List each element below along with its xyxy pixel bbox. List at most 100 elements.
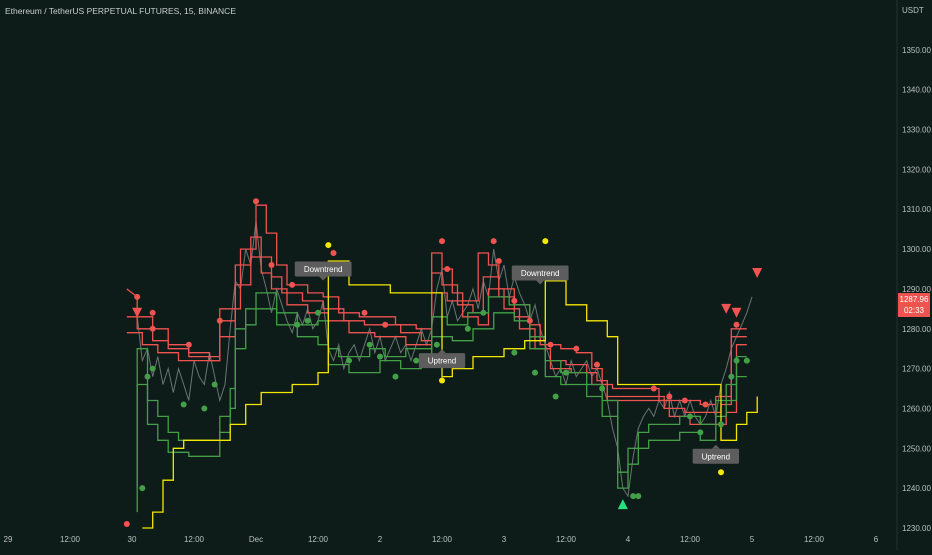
- red-dot: [444, 265, 451, 272]
- green-dot: [552, 393, 559, 400]
- annotation-3: Downtrend: [511, 265, 569, 285]
- indicator-lines-layer: [126, 204, 758, 529]
- symbol-title: Ethereum / TetherUS PERPETUAL FUTURES, 1…: [5, 6, 236, 16]
- green-dot: [392, 373, 399, 380]
- sell-signal-triangle: [132, 307, 143, 318]
- x-tick-label: 12:00: [432, 535, 453, 544]
- y-tick-label: 1230.00: [902, 524, 931, 533]
- red-dot: [547, 341, 554, 348]
- green-dot: [366, 341, 373, 348]
- sell-signal-triangle: [731, 307, 742, 318]
- green-dot: [315, 309, 322, 316]
- annotation-text: Downtrend: [521, 269, 560, 278]
- green-dot: [139, 485, 146, 492]
- red-dot: [573, 345, 580, 352]
- red-dot: [361, 309, 368, 316]
- green-dot: [630, 493, 637, 500]
- y-tick-label: 1350.00: [902, 46, 931, 55]
- green-dot: [599, 385, 606, 392]
- green-dot: [433, 341, 440, 348]
- y-tick-label: 1280.00: [902, 325, 931, 334]
- annotation-box: [692, 448, 740, 464]
- green-dot: [511, 349, 518, 356]
- indicator-line-4: [136, 292, 747, 489]
- annotation-box: [418, 353, 466, 369]
- yellow-dot: [718, 469, 725, 476]
- green-dot: [346, 357, 353, 364]
- annotation-layer: Downtrend Uptrend Downtrend Uptrend: [294, 261, 740, 464]
- green-dot: [733, 357, 740, 364]
- x-tick-label: 4: [626, 535, 631, 544]
- x-tick-label: 5: [750, 535, 755, 544]
- annotation-1: Downtrend: [294, 261, 352, 281]
- y-tick-label: 1270.00: [902, 365, 931, 374]
- annotation-box: [294, 261, 352, 277]
- y-tick-label: 1300.00: [902, 245, 931, 254]
- green-dot: [413, 357, 420, 364]
- annotation-text: Uptrend: [428, 357, 456, 366]
- y-tick-label: 1320.00: [902, 165, 931, 174]
- green-dot: [201, 405, 208, 412]
- green-dot: [563, 369, 570, 376]
- price-axis[interactable]: 1230.00 1240.00 1250.00 1260.00 1270.00 1280.…: [902, 46, 931, 533]
- green-dot: [697, 429, 704, 436]
- x-tick-label: 29: [4, 535, 13, 544]
- red-dot: [666, 393, 673, 400]
- y-tick-label: 1290.00: [902, 285, 931, 294]
- green-dot: [304, 317, 311, 324]
- red-dot: [253, 198, 260, 205]
- red-dot: [439, 238, 446, 245]
- annotation-pointer: [438, 349, 447, 354]
- green-dot: [635, 493, 642, 500]
- x-tick-label: 3: [502, 535, 507, 544]
- yellow-dot: [542, 238, 549, 245]
- red-dot: [123, 521, 130, 528]
- y-tick-label: 1250.00: [902, 444, 931, 453]
- x-tick-label: 6: [874, 535, 879, 544]
- x-tick-label: 30: [128, 535, 137, 544]
- x-tick-label: 12:00: [308, 535, 329, 544]
- y-tick-label: 1340.00: [902, 86, 931, 95]
- red-dot: [650, 385, 657, 392]
- y-tick-label: 1240.00: [902, 484, 931, 493]
- buy-signal-triangle: [617, 499, 628, 510]
- red-dot: [490, 238, 497, 245]
- green-dot: [294, 321, 301, 328]
- red-dot: [594, 361, 601, 368]
- marker-layer: [123, 198, 763, 528]
- annotation-pointer: [536, 280, 545, 285]
- red-dot: [268, 261, 275, 268]
- x-tick-label: 12:00: [556, 535, 577, 544]
- annotation-text: Uptrend: [702, 452, 730, 461]
- annotation-pointer: [711, 444, 720, 449]
- green-dot: [687, 413, 694, 420]
- indicator-line-6: [142, 260, 758, 529]
- red-dot: [733, 321, 740, 328]
- x-tick-label: Dec: [249, 535, 263, 544]
- red-dot: [216, 317, 223, 324]
- red-dot: [495, 258, 502, 265]
- red-dot: [526, 317, 533, 324]
- red-dot: [134, 293, 141, 300]
- annotation-4: Uptrend: [692, 444, 740, 464]
- y-tick-label: 1330.00: [902, 126, 931, 135]
- x-tick-label: 12:00: [804, 535, 825, 544]
- sell-signal-triangle: [721, 303, 732, 314]
- red-dot: [702, 401, 709, 408]
- red-dot: [330, 250, 337, 257]
- indicator-line-1: [126, 204, 747, 406]
- red-dot: [511, 297, 518, 304]
- green-dot: [180, 401, 187, 408]
- sell-signal-triangle: [752, 267, 763, 278]
- annotation-text: Downtrend: [304, 265, 343, 274]
- green-dot: [464, 325, 471, 332]
- x-tick-label: 12:00: [680, 535, 701, 544]
- bar-countdown: 02:33: [903, 306, 925, 315]
- time-axis[interactable]: 29 12:00 30 12:00 Dec 12:00 2 12:00 3 12:00 4 12:00…: [4, 535, 879, 544]
- last-price: 1287.96: [899, 295, 929, 304]
- green-dot: [144, 373, 151, 380]
- red-dot: [149, 325, 156, 332]
